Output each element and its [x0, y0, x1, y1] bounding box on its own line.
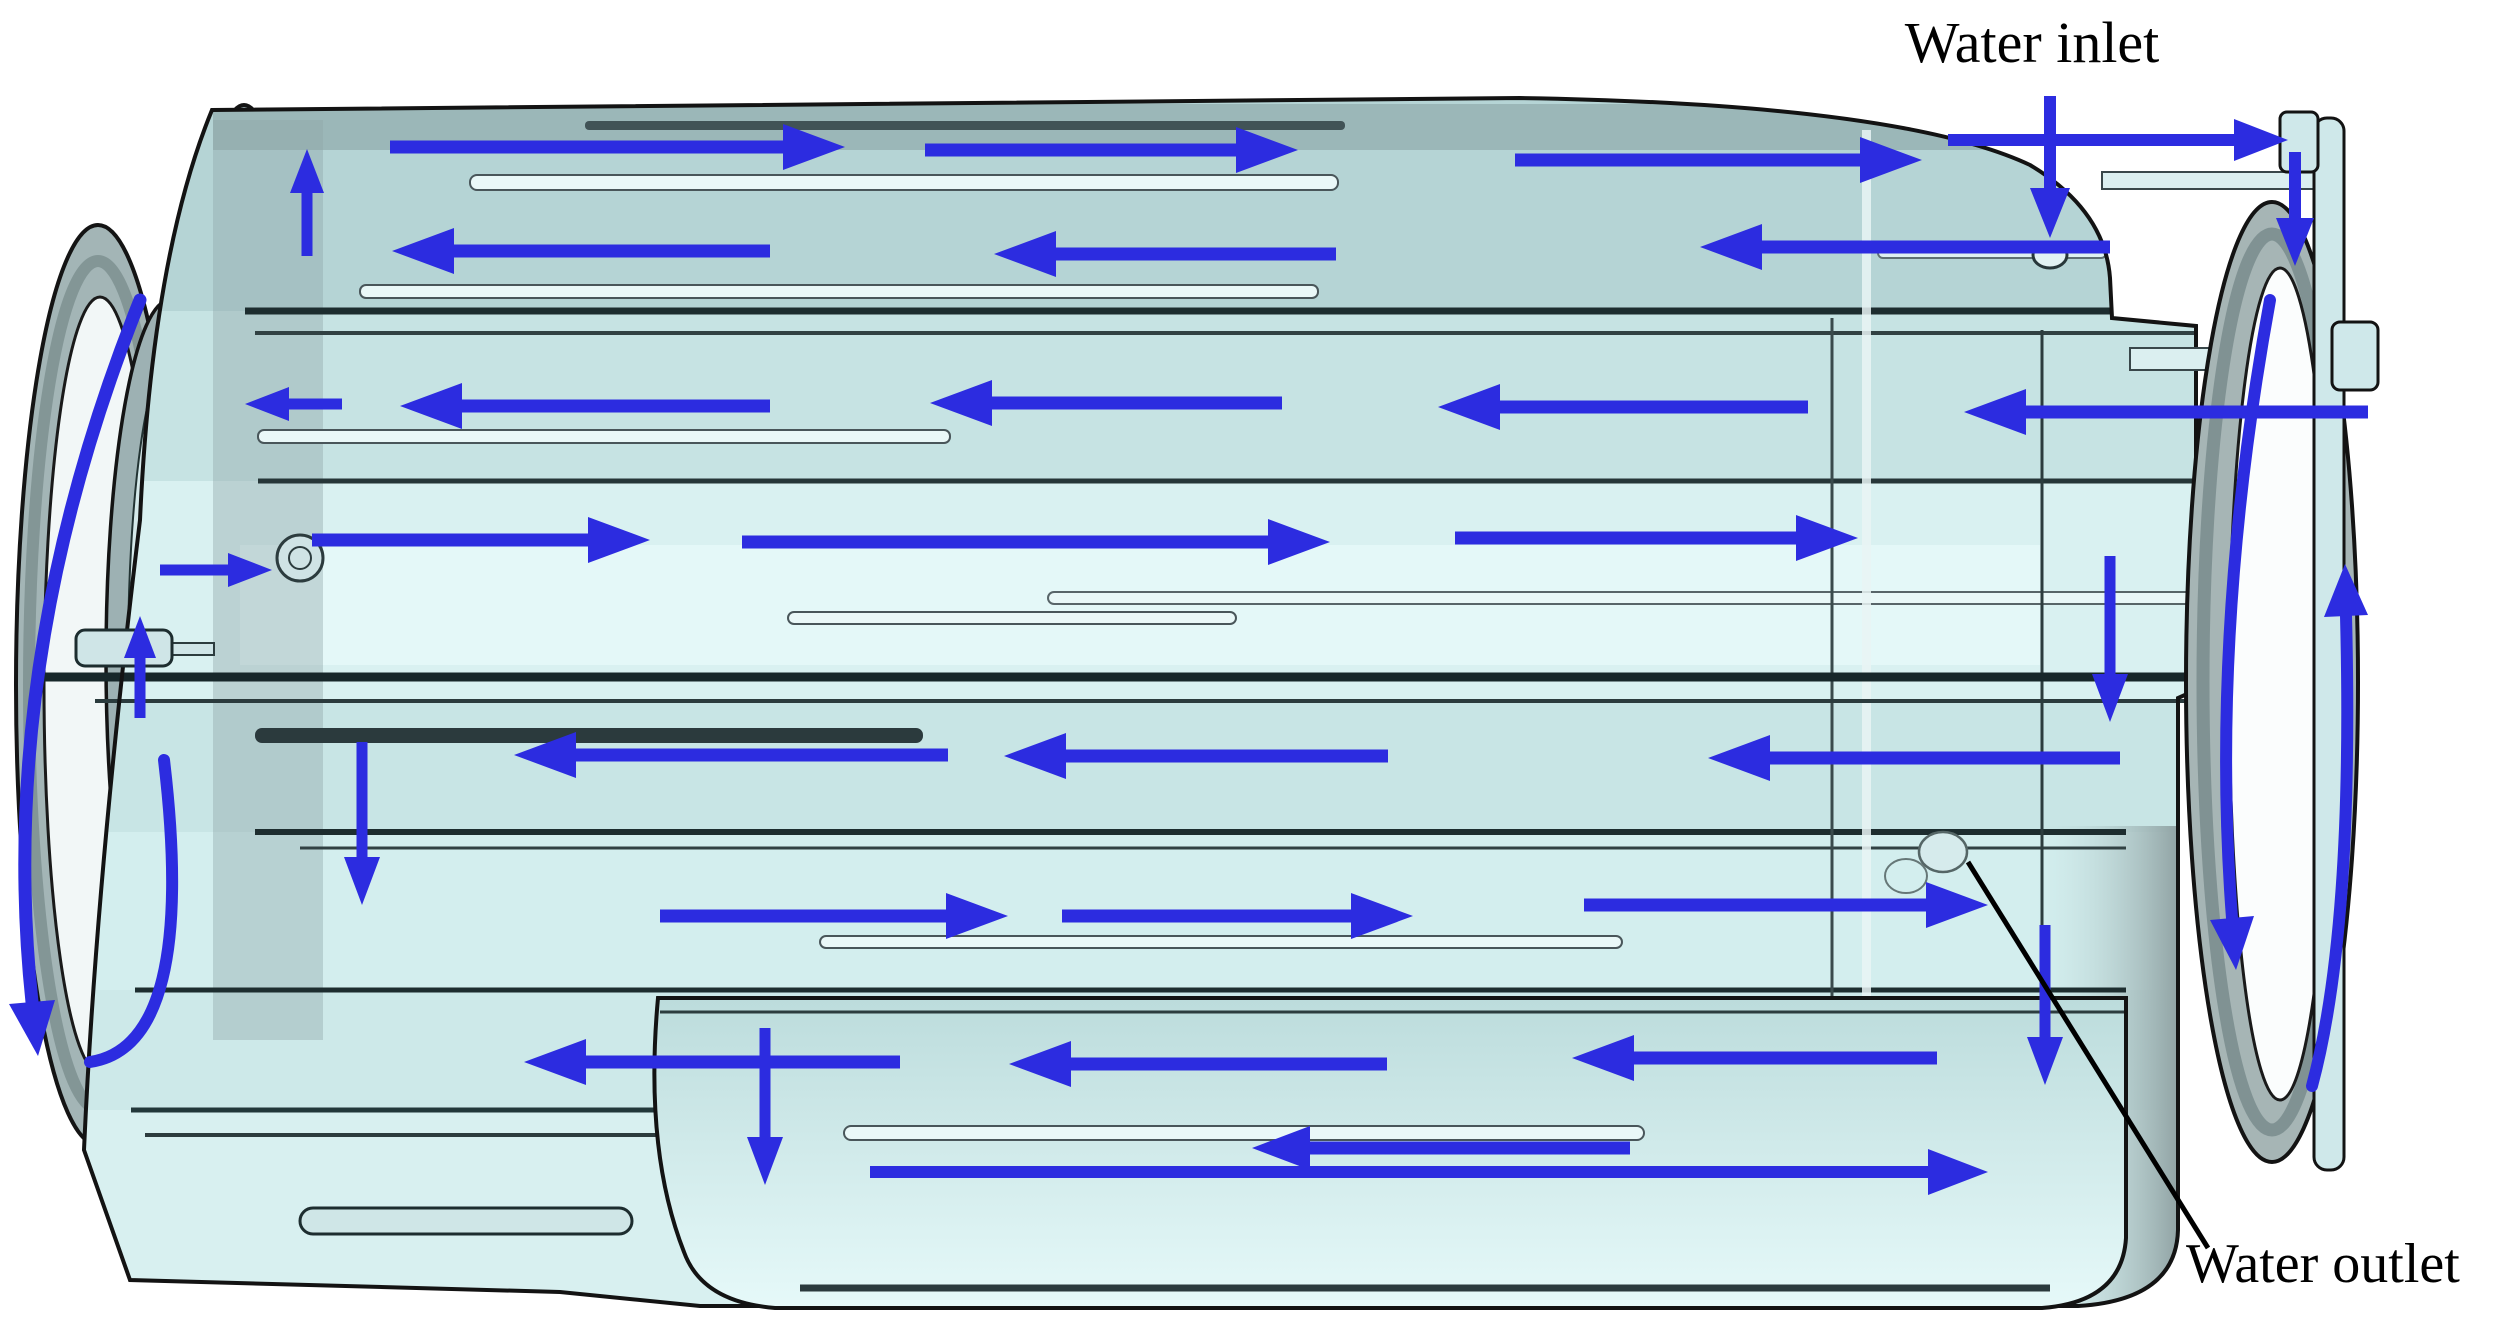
- flow-arrow: [2220, 294, 2276, 924]
- flow-arrow: [524, 1039, 586, 1085]
- flow-arrow: [1860, 137, 1922, 183]
- flow-arrow: [1964, 389, 2026, 435]
- flow-arrows: [9, 96, 2368, 1195]
- tube-rods: [255, 121, 2196, 1236]
- flow-arrow: [9, 1000, 55, 1056]
- flow-arrow: [1796, 515, 1858, 561]
- flow-arrow: [400, 383, 462, 429]
- bottom-shell-outline: [652, 996, 2128, 1310]
- flow-arrow: [994, 231, 1056, 277]
- flow-arrow: [946, 893, 1008, 939]
- flow-arrow: [290, 149, 324, 193]
- water-outlet-label: Water outlet: [2186, 1233, 2460, 1295]
- flow-arrow: [930, 380, 992, 426]
- flow-arrow: [1572, 1035, 1634, 1081]
- flow-arrow: [344, 857, 380, 905]
- flow-arrow: [1708, 735, 1770, 781]
- flow-arrow: [2027, 1037, 2063, 1085]
- flow-arrow: [1928, 1149, 1988, 1195]
- flow-arrow: [84, 754, 179, 1068]
- flow-arrow: [1252, 1126, 1310, 1170]
- flow-arrow: [783, 124, 845, 170]
- left-stub-pipe: [74, 628, 174, 668]
- flow-arrow: [1926, 882, 1988, 928]
- outlet-leader-line: [1965, 860, 2211, 1250]
- left-plug: [275, 533, 325, 583]
- left-plug-center: [288, 546, 312, 570]
- flow-arrow: [18, 293, 147, 1009]
- flow-arrow: [2306, 610, 2354, 1092]
- flow-arrow: [747, 1137, 783, 1185]
- flow-arrow: [2234, 119, 2288, 161]
- bottom-shell: [652, 996, 2128, 1310]
- flow-arrow: [2324, 564, 2368, 617]
- flow-arrow: [2276, 218, 2314, 266]
- water-outlet-hole: [1917, 830, 1969, 874]
- flow-arrow: [392, 228, 454, 274]
- flow-arrow: [124, 616, 156, 658]
- return-stub: [2330, 320, 2380, 392]
- water-outlet-hole-rim: [1884, 858, 1928, 894]
- flow-arrow: [1700, 224, 1762, 270]
- flow-arrow: [1351, 893, 1413, 939]
- inlet-connector-tube: [2101, 171, 2319, 190]
- flow-arrow: [228, 553, 272, 587]
- flow-arrow: [245, 387, 289, 421]
- flow-arrow: [588, 517, 650, 563]
- bottom-shell-details: [660, 1010, 2124, 1292]
- left-stub-link: [167, 642, 215, 656]
- flow-arrow: [1236, 127, 1298, 173]
- flow-arrow: [2030, 188, 2070, 238]
- flow-arrow: [1438, 384, 1500, 430]
- flow-arrow: [1009, 1041, 1071, 1087]
- flow-arrow: [1268, 519, 1330, 565]
- flow-arrow: [2092, 674, 2128, 722]
- flow-arrow: [2210, 916, 2254, 970]
- water-inlet-label: Water inlet: [1905, 10, 2160, 75]
- flow-arrow: [514, 732, 576, 778]
- flow-arrow: [1004, 733, 1066, 779]
